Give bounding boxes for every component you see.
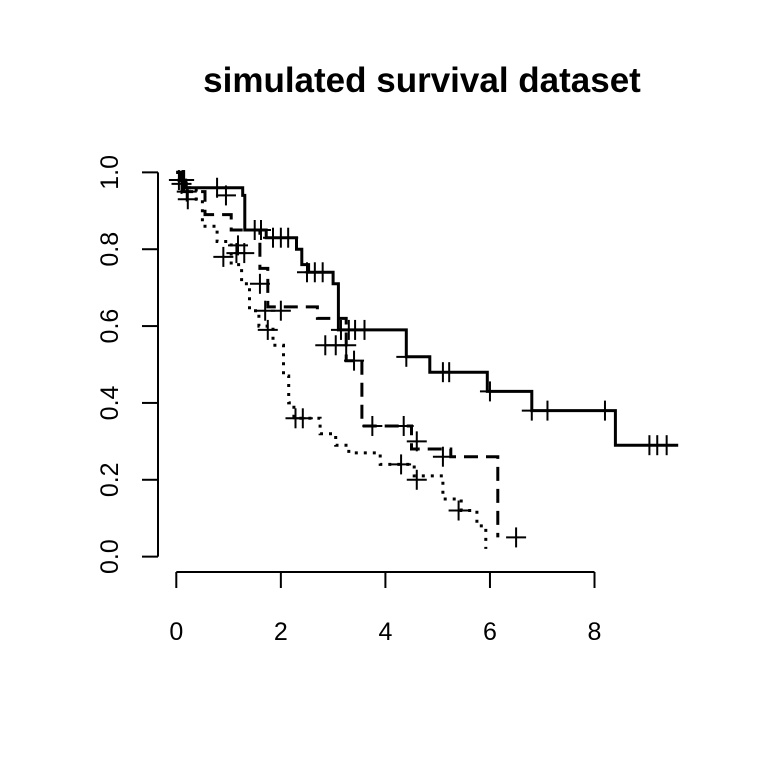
censor-mark xyxy=(270,300,291,321)
y-tick-label: 0.0 xyxy=(96,539,124,574)
survival-curve-dotted xyxy=(176,170,488,549)
censor-mark xyxy=(393,415,414,436)
censor-mark xyxy=(537,400,558,421)
censor-mark xyxy=(249,273,270,294)
censor-mark xyxy=(250,220,271,241)
censor-mark xyxy=(406,469,427,490)
x-tick-label: 0 xyxy=(169,618,183,646)
y-tick-label: 1.0 xyxy=(96,155,124,190)
survival-curves xyxy=(176,170,679,549)
censor-mark xyxy=(391,454,412,475)
censor-marks xyxy=(168,170,677,548)
y-tick-label: 0.8 xyxy=(96,232,124,267)
censor-mark xyxy=(234,243,255,264)
censor-mark xyxy=(432,446,453,467)
censor-mark xyxy=(406,431,427,452)
censor-mark xyxy=(278,227,299,248)
censor-mark xyxy=(177,189,198,210)
x-tick-label: 8 xyxy=(588,618,602,646)
x-tick-label: 2 xyxy=(274,618,288,646)
censor-mark xyxy=(213,246,234,267)
censor-mark xyxy=(344,350,365,371)
censor-mark xyxy=(439,362,460,383)
y-tick-label: 0.6 xyxy=(96,309,124,344)
censor-mark xyxy=(506,527,527,548)
censor-mark xyxy=(176,181,197,202)
y-tick-label: 0.4 xyxy=(96,385,124,420)
y-axis: 0.0 0.2 0.4 0.6 0.8 1.0 xyxy=(96,155,159,574)
censor-mark xyxy=(215,185,236,206)
censor-mark xyxy=(312,262,333,283)
censor-mark xyxy=(594,400,615,421)
axes: 0 2 4 6 8 0.0 0.2 0.4 0.6 0.8 1.0 xyxy=(96,155,601,646)
chart-title: simulated survival dataset xyxy=(203,61,641,100)
survival-curve-solid xyxy=(176,170,679,447)
survival-curve-dashed xyxy=(176,170,500,538)
censor-mark xyxy=(171,173,192,194)
censor-mark xyxy=(172,170,193,191)
censor-mark xyxy=(479,381,500,402)
censor-mark xyxy=(656,435,677,456)
censor-mark xyxy=(207,177,228,198)
y-tick-label: 0.2 xyxy=(96,462,124,497)
x-tick-label: 6 xyxy=(483,618,497,646)
censor-mark xyxy=(354,319,375,340)
censor-mark xyxy=(448,500,469,521)
x-tick-label: 4 xyxy=(378,618,392,646)
censor-mark xyxy=(362,415,383,436)
censor-mark xyxy=(396,346,417,367)
censor-mark xyxy=(336,335,357,356)
x-axis: 0 2 4 6 8 xyxy=(169,571,602,646)
censor-mark xyxy=(257,319,278,340)
censor-mark xyxy=(292,408,313,429)
